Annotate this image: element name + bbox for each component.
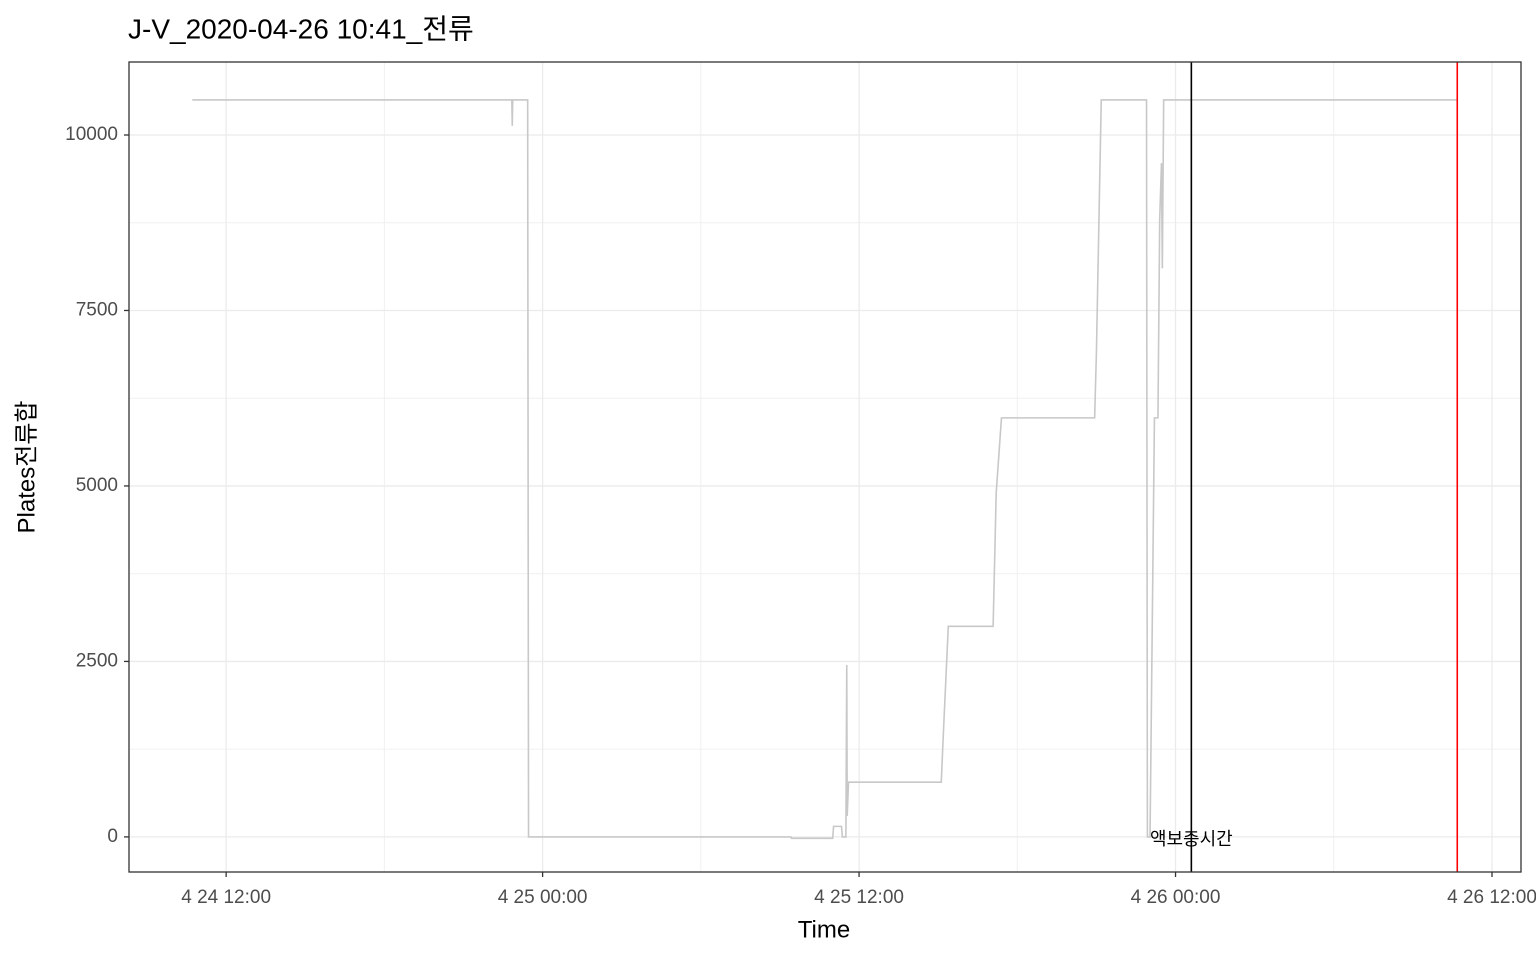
x-tick-label: 4 25 00:00: [498, 887, 588, 908]
annotation: 액보충시간: [1150, 829, 1233, 849]
x-axis-label: Time: [798, 916, 850, 943]
y-tick-label: 10000: [65, 124, 118, 145]
x-tick-label: 4 24 12:00: [181, 887, 271, 908]
y-axis-label: Plates전류합: [13, 401, 40, 534]
plot-background: [129, 62, 1521, 872]
y-tick-label: 0: [107, 826, 118, 847]
x-tick-label: 4 25 12:00: [814, 887, 904, 908]
x-tick-label: 4 26 00:00: [1131, 887, 1221, 908]
x-tick-label: 4 26 12:00: [1447, 887, 1536, 908]
y-tick-label: 7500: [76, 299, 118, 320]
y-tick-label: 2500: [76, 650, 118, 671]
plot-border: [128, 61, 1522, 873]
y-tick-label: 5000: [76, 475, 118, 496]
data-line: [192, 99, 1458, 840]
chart-title: J-V_2020-04-26 10:41_전류: [128, 13, 474, 44]
